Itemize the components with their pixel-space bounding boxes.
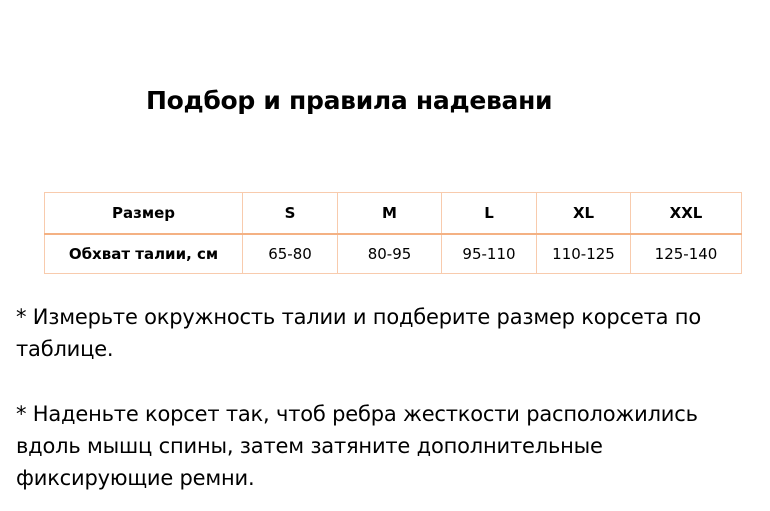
header-cell: Размер — [44, 192, 243, 235]
header-cell: XXL — [630, 192, 742, 235]
header-cell: S — [242, 192, 338, 235]
table-row: Обхват талии, см 65-80 80-95 95-110 110-… — [44, 233, 742, 274]
table-cell: 110-125 — [536, 233, 631, 274]
header-cell: M — [337, 192, 442, 235]
header-cell: L — [441, 192, 537, 235]
page-title: Подбор и правила надевани — [146, 86, 553, 115]
size-table: Размер S M L XL XXL Обхват талии, см 65-… — [44, 192, 742, 274]
row-label: Обхват талии, см — [44, 233, 243, 274]
header-cell: XL — [536, 192, 631, 235]
instruction-paragraph: * Измерьте окружность талии и подберите … — [16, 305, 701, 361]
table-cell: 80-95 — [337, 233, 442, 274]
table-header-row: Размер S M L XL XXL — [44, 192, 742, 235]
instruction-paragraph: * Наденьте корсет так, чтоб ребра жестко… — [16, 402, 698, 490]
table-cell: 65-80 — [242, 233, 338, 274]
table-cell: 95-110 — [441, 233, 537, 274]
table-cell: 125-140 — [630, 233, 742, 274]
